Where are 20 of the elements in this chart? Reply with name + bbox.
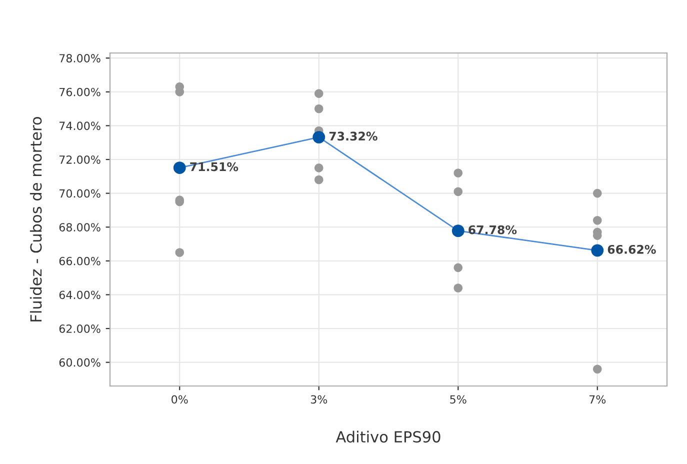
x-tick-label: 5%: [450, 395, 466, 404]
data-label: 71.51%: [190, 162, 238, 172]
y-axis-title: Fluidez - Cubos de mortero: [30, 117, 42, 322]
x-tick-label: 7%: [589, 395, 606, 404]
y-tick-label: 74.00%: [60, 122, 100, 130]
y-tick-label: 76.00%: [60, 88, 100, 96]
y-tick-label: 66.00%: [59, 256, 100, 266]
y-tick-label: 60.00%: [59, 358, 100, 367]
x-tick-label: 3%: [310, 395, 328, 404]
y-tick-label: 70.00%: [60, 189, 100, 198]
data-label: 73.32%: [329, 132, 378, 141]
y-tick-label: 78.00%: [60, 54, 100, 62]
y-tick-label: 68.00%: [59, 223, 100, 232]
data-label: 67.78%: [468, 225, 517, 234]
data-label: 66.62%: [608, 244, 656, 254]
x-axis-title: Aditivo EPS90: [336, 430, 440, 443]
y-tick-label: 62.00%: [59, 324, 100, 333]
x-tick-label: 0%: [172, 395, 188, 404]
y-tick-label: 64.00%: [59, 290, 100, 300]
y-tick-label: 72.00%: [60, 155, 100, 164]
